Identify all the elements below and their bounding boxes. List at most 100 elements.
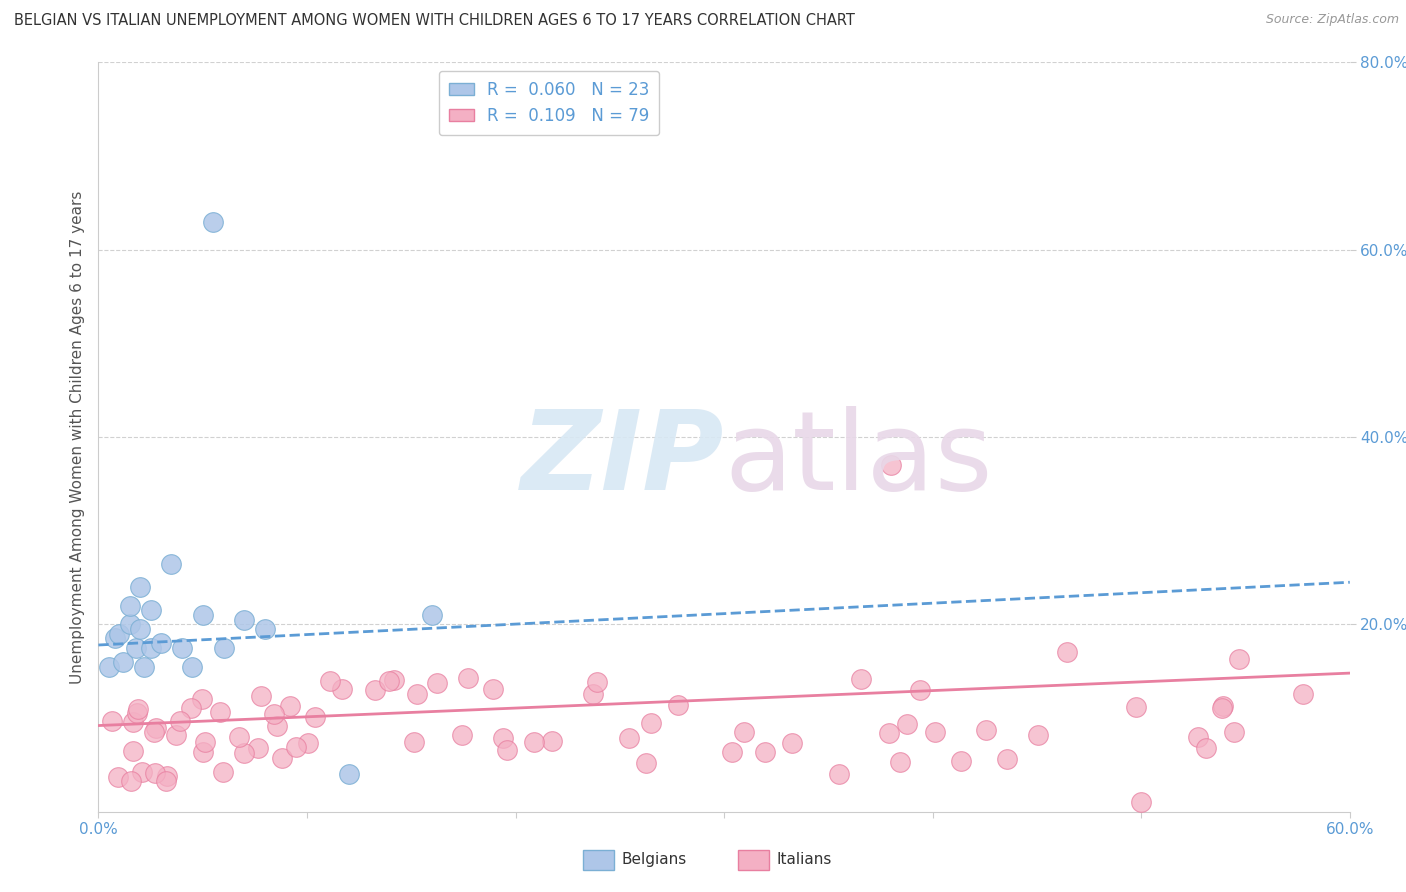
Point xyxy=(246,741,269,756)
Point xyxy=(721,745,744,759)
Point xyxy=(1292,686,1315,700)
Point xyxy=(541,734,564,748)
Point xyxy=(402,734,425,748)
Text: Italians: Italians xyxy=(776,853,831,867)
Point xyxy=(191,691,214,706)
Point xyxy=(145,722,167,736)
Point xyxy=(233,613,256,627)
Point xyxy=(304,710,326,724)
Point xyxy=(828,766,851,780)
Point xyxy=(1227,651,1250,665)
Point xyxy=(125,640,148,655)
Point xyxy=(880,458,903,473)
Point xyxy=(617,731,640,746)
Text: BELGIAN VS ITALIAN UNEMPLOYMENT AMONG WOMEN WITH CHILDREN AGES 6 TO 17 YEARS COR: BELGIAN VS ITALIAN UNEMPLOYMENT AMONG WO… xyxy=(14,13,855,29)
Point xyxy=(582,687,605,701)
Point xyxy=(249,690,271,704)
Point xyxy=(666,698,689,712)
Point xyxy=(1211,700,1233,714)
Point xyxy=(450,728,472,742)
Point xyxy=(1026,728,1049,742)
Point xyxy=(233,746,256,760)
Point xyxy=(212,640,235,655)
Point xyxy=(143,725,166,739)
Point xyxy=(208,705,231,719)
Point xyxy=(143,766,166,780)
Point xyxy=(523,735,546,749)
Point xyxy=(924,725,946,739)
Point xyxy=(1223,724,1246,739)
Point xyxy=(1212,699,1234,714)
Point xyxy=(254,622,277,636)
Point xyxy=(108,626,131,640)
Point xyxy=(382,673,405,687)
Point xyxy=(406,687,429,701)
Point xyxy=(212,765,235,780)
Point xyxy=(908,682,931,697)
Point xyxy=(129,580,152,594)
Point xyxy=(1195,740,1218,755)
Point xyxy=(266,719,288,733)
Point xyxy=(118,599,141,613)
Point xyxy=(780,736,803,750)
Point xyxy=(1187,730,1209,744)
Point xyxy=(107,770,129,784)
Point xyxy=(122,744,145,758)
Point xyxy=(420,608,443,623)
Point xyxy=(139,603,162,617)
Point xyxy=(101,714,124,728)
Text: ZIP: ZIP xyxy=(520,406,724,513)
Point xyxy=(156,769,179,783)
Point xyxy=(131,764,153,779)
Point xyxy=(160,557,183,571)
Point xyxy=(193,734,215,748)
Point xyxy=(378,674,401,689)
Point xyxy=(263,707,285,722)
Point xyxy=(425,676,447,690)
Point xyxy=(134,659,156,673)
Point xyxy=(492,731,515,745)
Point xyxy=(754,746,776,760)
Point xyxy=(150,636,173,650)
Point xyxy=(1130,796,1153,810)
Text: atlas: atlas xyxy=(724,406,993,513)
Point xyxy=(974,723,997,737)
Point xyxy=(202,214,225,228)
Point xyxy=(127,706,149,721)
Point xyxy=(127,702,149,716)
Point xyxy=(129,622,152,636)
Point xyxy=(191,745,214,759)
Point xyxy=(155,773,177,788)
Point xyxy=(877,726,900,740)
Point xyxy=(165,728,187,742)
Point xyxy=(634,756,657,771)
Point xyxy=(278,698,301,713)
Point xyxy=(949,754,972,768)
Point xyxy=(118,617,141,632)
Point xyxy=(896,717,918,731)
Point xyxy=(586,674,609,689)
Point xyxy=(284,740,307,755)
Point xyxy=(180,701,202,715)
Point xyxy=(191,608,214,623)
Text: Belgians: Belgians xyxy=(621,853,686,867)
Point xyxy=(995,752,1018,766)
Point xyxy=(120,774,142,789)
Point xyxy=(104,632,127,646)
Point xyxy=(181,659,204,673)
Point xyxy=(457,671,479,685)
Y-axis label: Unemployment Among Women with Children Ages 6 to 17 years: Unemployment Among Women with Children A… xyxy=(69,190,84,684)
Point xyxy=(1056,645,1078,659)
Point xyxy=(270,750,292,764)
Point xyxy=(122,715,145,730)
Point xyxy=(851,672,873,686)
Point xyxy=(139,640,162,655)
Point xyxy=(112,655,135,669)
Point xyxy=(482,682,505,697)
Point xyxy=(496,743,519,757)
Point xyxy=(1125,699,1147,714)
Text: Source: ZipAtlas.com: Source: ZipAtlas.com xyxy=(1265,13,1399,27)
Point xyxy=(364,682,387,697)
Point xyxy=(330,682,353,697)
Point xyxy=(228,730,250,744)
